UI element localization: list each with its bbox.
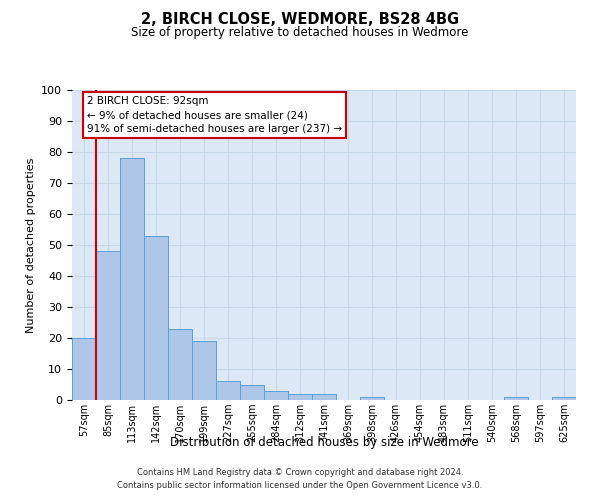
Bar: [552, 397, 576, 400]
Bar: [168, 328, 192, 400]
Bar: [144, 236, 168, 400]
Text: 2, BIRCH CLOSE, WEDMORE, BS28 4BG: 2, BIRCH CLOSE, WEDMORE, BS28 4BG: [141, 12, 459, 28]
Text: 2 BIRCH CLOSE: 92sqm
← 9% of detached houses are smaller (24)
91% of semi-detach: 2 BIRCH CLOSE: 92sqm ← 9% of detached ho…: [87, 96, 342, 134]
Bar: [192, 341, 216, 400]
Text: Contains HM Land Registry data © Crown copyright and database right 2024.: Contains HM Land Registry data © Crown c…: [137, 468, 463, 477]
Bar: [240, 384, 264, 400]
Text: Contains public sector information licensed under the Open Government Licence v3: Contains public sector information licen…: [118, 480, 482, 490]
Bar: [96, 251, 120, 400]
Bar: [216, 382, 240, 400]
Bar: [504, 397, 528, 400]
Bar: [312, 394, 336, 400]
Bar: [72, 338, 96, 400]
Bar: [264, 390, 288, 400]
Bar: [120, 158, 144, 400]
Bar: [288, 394, 312, 400]
Bar: [360, 397, 384, 400]
Text: Distribution of detached houses by size in Wedmore: Distribution of detached houses by size …: [170, 436, 478, 449]
Y-axis label: Number of detached properties: Number of detached properties: [26, 158, 36, 332]
Text: Size of property relative to detached houses in Wedmore: Size of property relative to detached ho…: [131, 26, 469, 39]
